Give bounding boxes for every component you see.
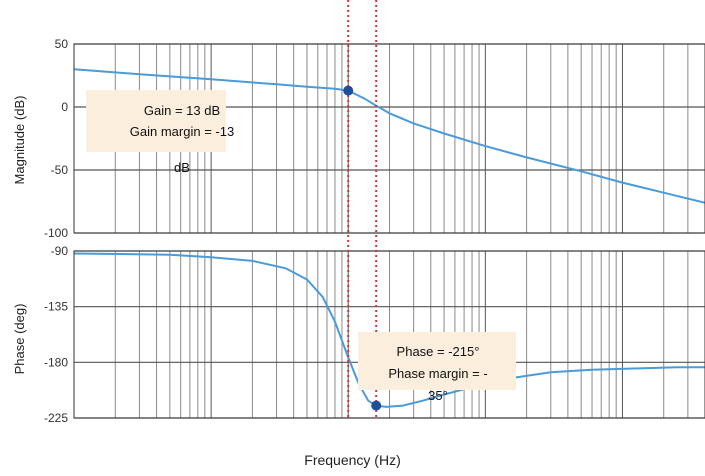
gain-annotation-line-1: Gain = 13 dB bbox=[144, 103, 220, 118]
gain-annotation-box bbox=[86, 90, 226, 152]
y-tick-label: -225 bbox=[44, 411, 68, 425]
magnitude-panel: 50 0 -50 -100 bbox=[44, 37, 705, 240]
gain-annotation: Gain = 13 dB Gain margin = -13 dB bbox=[86, 90, 234, 175]
phase-y-tick-labels: -90 -135 -180 -225 bbox=[44, 244, 68, 425]
phase-annotation-line-1: Phase = -215° bbox=[397, 344, 480, 359]
phase-annotation: Phase = -215° Phase margin = - 35° bbox=[358, 332, 516, 403]
y-tick-label: -90 bbox=[51, 244, 69, 258]
y-tick-label: 0 bbox=[61, 100, 68, 114]
y-tick-label: -100 bbox=[44, 226, 68, 240]
gain-crossover-marker bbox=[343, 85, 354, 96]
phase-annotation-line-2: Phase margin = - bbox=[388, 366, 487, 381]
magnitude-y-axis-label: Magnitude (dB) bbox=[12, 96, 27, 185]
phase-y-axis-label: Phase (deg) bbox=[12, 304, 27, 375]
gain-annotation-line-2: Gain margin = -13 bbox=[130, 124, 234, 139]
magnitude-y-tick-labels: 50 0 -50 -100 bbox=[44, 37, 68, 240]
y-tick-label: -50 bbox=[51, 163, 69, 177]
magnitude-grid bbox=[73, 43, 705, 234]
phase-annotation-line-3: 35° bbox=[428, 388, 448, 403]
y-tick-label: 50 bbox=[55, 37, 69, 51]
phase-axes-frame bbox=[73, 250, 705, 419]
phase-marker bbox=[371, 400, 382, 411]
gain-annotation-line-3: dB bbox=[174, 160, 190, 175]
y-tick-label: -180 bbox=[44, 355, 68, 369]
magnitude-curve bbox=[73, 68, 705, 204]
phase-annotation-box bbox=[358, 332, 516, 390]
magnitude-axes-frame bbox=[73, 43, 705, 234]
y-tick-label: -135 bbox=[44, 300, 68, 314]
x-axis-label: Frequency (Hz) bbox=[304, 452, 401, 468]
